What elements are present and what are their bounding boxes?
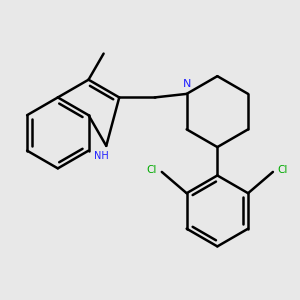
Text: NH: NH <box>94 151 108 161</box>
Text: Cl: Cl <box>278 165 288 175</box>
Text: Cl: Cl <box>147 165 157 175</box>
Text: N: N <box>182 79 191 89</box>
